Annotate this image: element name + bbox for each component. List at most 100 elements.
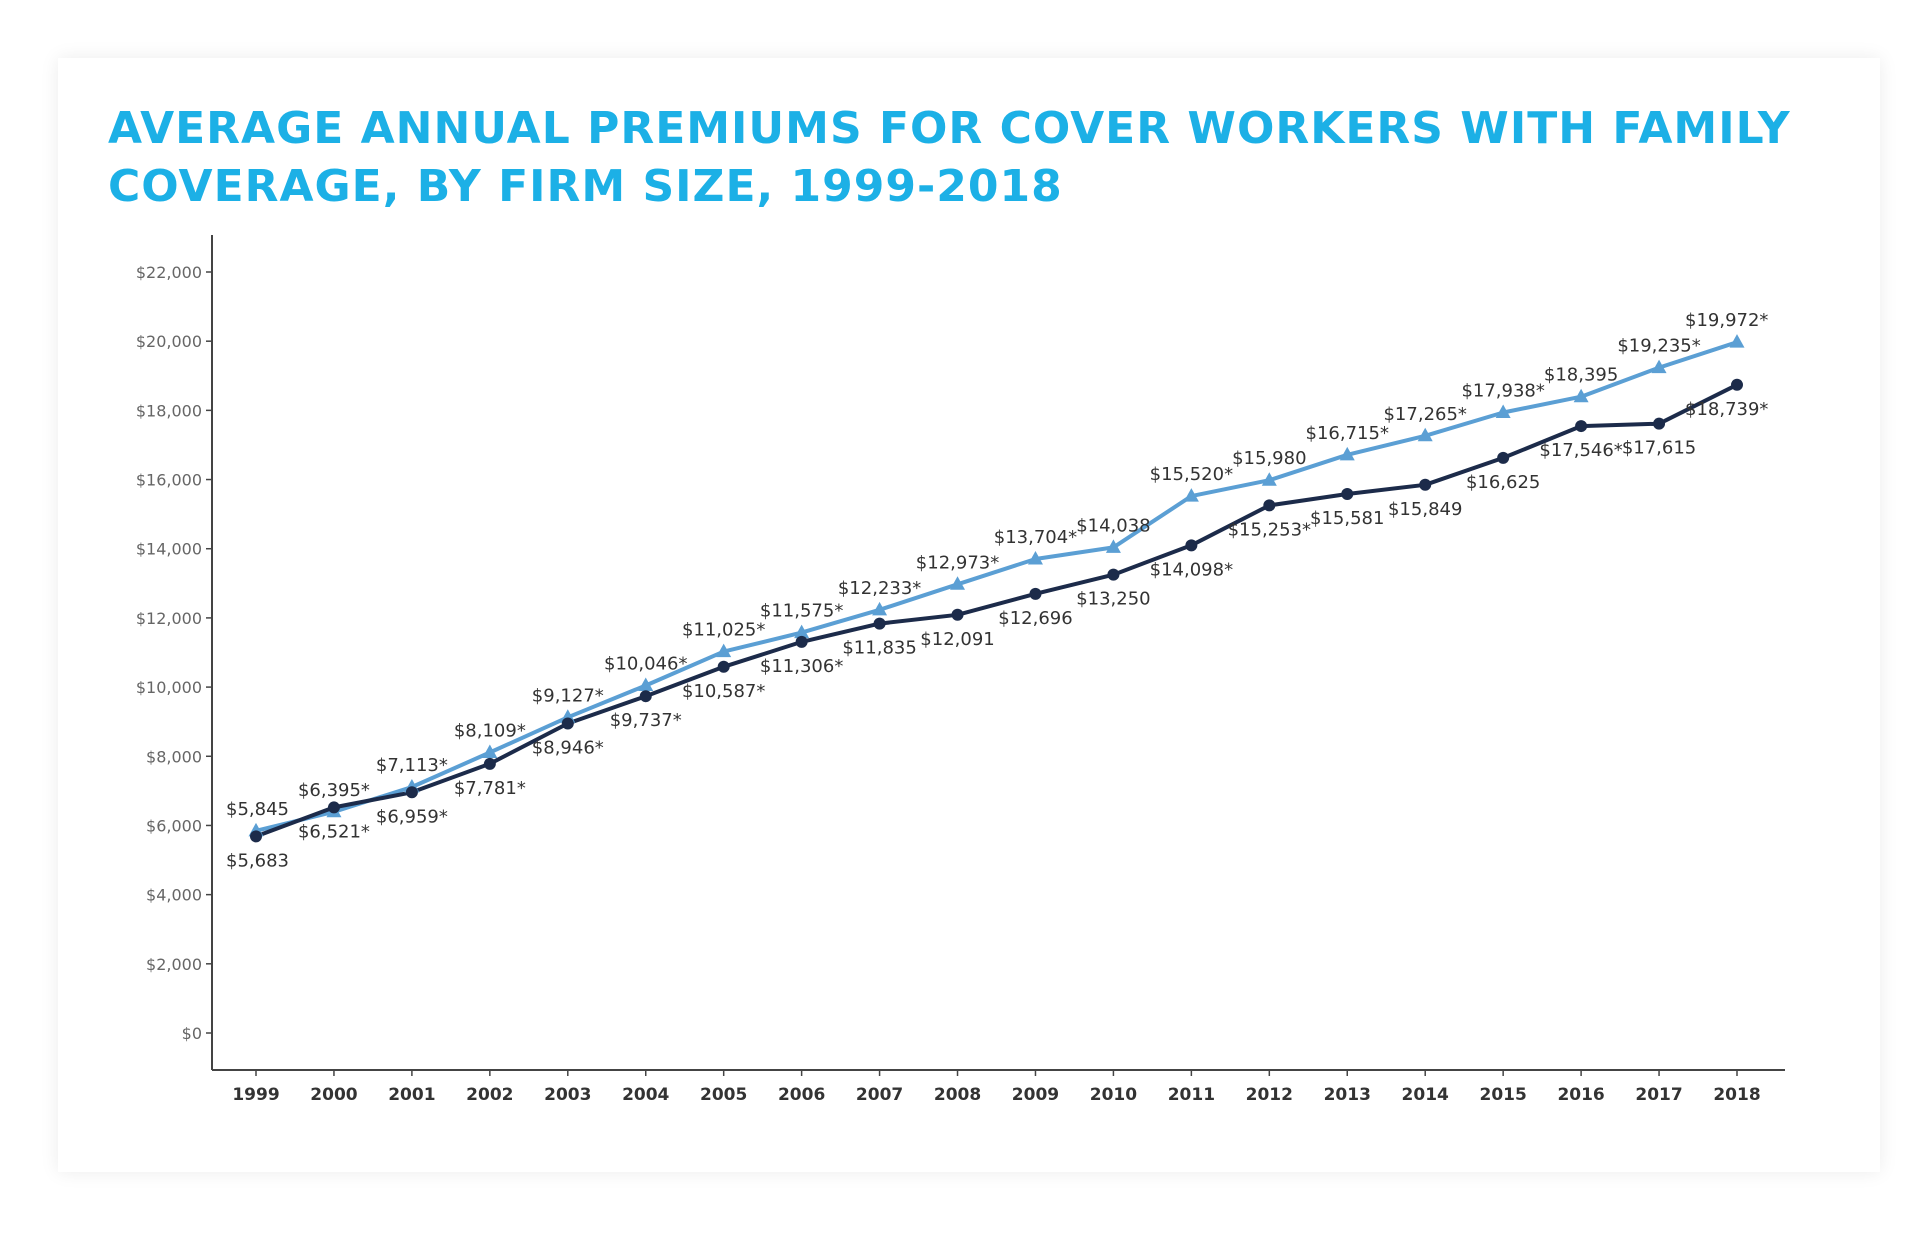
- data-point: [1261, 472, 1277, 486]
- data-point: [950, 576, 966, 590]
- data-label: $6,395*: [298, 780, 370, 801]
- data-label: $7,113*: [376, 755, 448, 776]
- x-tick-label: 2003: [544, 1085, 591, 1105]
- data-point: [1183, 488, 1199, 502]
- x-tick-label: 2011: [1168, 1085, 1215, 1105]
- data-label: $14,098*: [1150, 559, 1233, 580]
- data-point: [717, 660, 730, 673]
- data-point: [1419, 478, 1432, 491]
- data-point: [794, 624, 810, 639]
- data-label: $11,306*: [760, 656, 843, 677]
- data-label: $6,521*: [298, 821, 370, 842]
- data-label: $8,946*: [532, 738, 604, 759]
- data-label: $11,025*: [682, 620, 765, 641]
- y-tick-label: $12,000: [136, 609, 202, 628]
- data-label: $12,696: [998, 608, 1072, 629]
- data-point: [1339, 446, 1355, 461]
- data-point: [1651, 359, 1667, 374]
- data-point: [405, 786, 418, 799]
- y-tick-label: $18,000: [136, 401, 202, 420]
- data-point: [639, 690, 652, 703]
- y-tick-label: $14,000: [136, 540, 202, 559]
- series-markers: [248, 334, 1745, 843]
- data-label: $19,235*: [1617, 336, 1700, 357]
- data-label: $12,091: [920, 629, 994, 650]
- data-label: $11,575*: [760, 601, 843, 622]
- data-label: $5,845: [226, 799, 289, 820]
- series-line-1: [255, 340, 1738, 833]
- chart-axes: [211, 235, 1785, 1071]
- x-tick-label: 2013: [1324, 1085, 1371, 1105]
- data-point: [250, 830, 262, 843]
- data-point: [716, 643, 732, 658]
- data-label: $9,737*: [610, 710, 682, 731]
- x-axis-ticks: 1999 2000 2001 2002 2003 2004 2005 2006 2007 2008…: [232, 1070, 1761, 1105]
- x-tick-label: 2008: [934, 1085, 981, 1105]
- data-label: $8,109*: [454, 721, 526, 742]
- data-point: [561, 717, 574, 730]
- x-tick-label: 2009: [1012, 1085, 1059, 1105]
- data-point: [1263, 499, 1276, 512]
- x-tick-label: 2006: [778, 1085, 825, 1105]
- y-tick-label: $6,000: [146, 816, 202, 835]
- x-tick-label: 2015: [1479, 1085, 1526, 1105]
- data-point: [1495, 404, 1511, 419]
- data-label: $17,615: [1622, 438, 1696, 459]
- data-label: $15,849: [1388, 499, 1462, 520]
- x-tick-label: 2002: [466, 1085, 513, 1105]
- x-tick-label: 2017: [1635, 1085, 1682, 1105]
- data-label: $12,973*: [916, 552, 999, 573]
- data-label: $9,127*: [532, 685, 604, 706]
- data-point: [873, 617, 886, 630]
- y-tick-label: $0: [182, 1024, 202, 1043]
- x-tick-label: 2004: [622, 1085, 669, 1105]
- data-point: [1573, 388, 1589, 403]
- x-tick-label: 2001: [388, 1085, 435, 1105]
- data-point: [1027, 550, 1043, 565]
- data-label: $15,520*: [1150, 464, 1233, 485]
- data-point: [483, 757, 496, 770]
- y-tick-label: $20,000: [136, 332, 202, 351]
- data-label: $18,739*: [1685, 399, 1768, 420]
- data-labels: $5,845 $6,395* $7,113* $8,109* $9,127*$10,04…: [226, 310, 1768, 871]
- data-point: [1105, 539, 1121, 553]
- data-point: [638, 677, 654, 691]
- data-label: $17,546*: [1539, 440, 1622, 461]
- data-label: $18,395: [1544, 365, 1618, 386]
- x-tick-label: 2000: [310, 1085, 357, 1105]
- y-tick-label: $2,000: [146, 955, 202, 974]
- data-point: [951, 608, 964, 621]
- data-label: $17,265*: [1383, 404, 1466, 425]
- data-label: $15,253*: [1228, 519, 1311, 540]
- chart-card: [58, 58, 1880, 1172]
- data-label: $5,683: [226, 850, 289, 871]
- x-tick-label: 1999: [232, 1085, 279, 1105]
- data-label: $16,625: [1466, 472, 1540, 493]
- data-label: $11,835: [842, 638, 916, 659]
- y-tick-label: $16,000: [136, 471, 202, 490]
- x-tick-label: 2012: [1246, 1085, 1293, 1105]
- x-tick-label: 2010: [1090, 1085, 1137, 1105]
- x-tick-label: 2007: [856, 1085, 903, 1105]
- y-tick-label: $8,000: [146, 747, 202, 766]
- data-point: [1497, 451, 1510, 464]
- data-point: [1653, 417, 1666, 430]
- series-lines: [255, 340, 1738, 839]
- data-point: [1731, 378, 1743, 391]
- x-tick-label: 2014: [1402, 1085, 1449, 1105]
- y-tick-label: $4,000: [146, 886, 202, 905]
- series-line-2: [255, 383, 1738, 839]
- x-tick-label: 2016: [1557, 1085, 1604, 1105]
- data-label: $19,972*: [1685, 310, 1768, 331]
- data-label: $13,250: [1076, 589, 1150, 610]
- data-point: [872, 601, 888, 616]
- data-label: $15,980: [1232, 448, 1306, 469]
- data-label: $10,046*: [604, 653, 687, 674]
- data-label: $15,581: [1310, 508, 1384, 529]
- data-point: [795, 635, 808, 648]
- data-label: $12,233*: [838, 578, 921, 599]
- x-tick-label: 2005: [700, 1085, 747, 1105]
- y-tick-label: $10,000: [136, 678, 202, 697]
- data-label: $16,715*: [1306, 423, 1389, 444]
